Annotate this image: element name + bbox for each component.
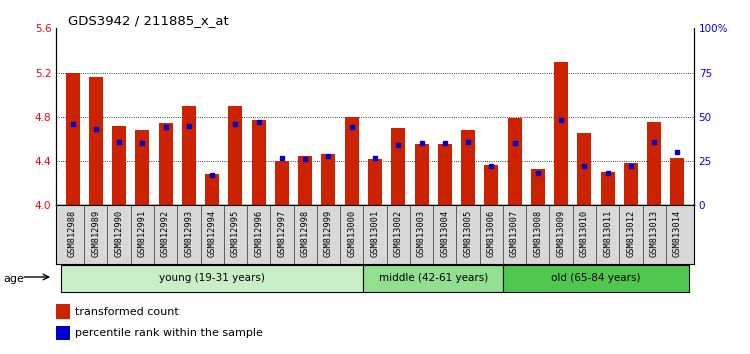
Bar (88, 77, 103, 205)
Text: GSM813004: GSM813004 (440, 210, 449, 257)
Bar (647, 122, 662, 205)
Bar (368, 159, 382, 205)
Bar (275, 161, 289, 205)
Bar (112, 126, 126, 205)
Text: GSM812991: GSM812991 (138, 210, 147, 257)
Text: GSM813011: GSM813011 (603, 210, 612, 257)
Bar (415, 144, 428, 205)
Text: age: age (4, 274, 25, 284)
Text: GSM813000: GSM813000 (347, 210, 356, 257)
Text: percentile rank within the sample: percentile rank within the sample (75, 328, 262, 338)
Text: GSM812996: GSM812996 (254, 210, 263, 257)
Bar (554, 62, 568, 205)
Bar (484, 165, 498, 205)
Text: GSM812989: GSM812989 (92, 210, 100, 257)
Bar (252, 120, 266, 205)
Text: GSM813001: GSM813001 (370, 210, 380, 257)
Bar (601, 172, 615, 205)
Text: GSM813005: GSM813005 (464, 210, 472, 257)
Text: GSM812997: GSM812997 (278, 210, 286, 257)
Text: GSM813009: GSM813009 (556, 210, 566, 257)
Text: GSM813007: GSM813007 (510, 210, 519, 257)
Text: GSM813012: GSM813012 (626, 210, 635, 257)
Text: middle (42-61 years): middle (42-61 years) (379, 273, 488, 283)
Text: transformed count: transformed count (75, 307, 178, 316)
FancyBboxPatch shape (61, 265, 363, 292)
Text: GSM812992: GSM812992 (161, 210, 170, 257)
Bar (670, 158, 685, 205)
Bar (135, 130, 149, 205)
Bar (392, 128, 405, 205)
Bar (65, 73, 80, 205)
Text: GSM812993: GSM812993 (184, 210, 194, 257)
Text: GSM813013: GSM813013 (650, 210, 658, 257)
Bar (229, 106, 242, 205)
Text: GSM813010: GSM813010 (580, 210, 589, 257)
Text: old (65-84 years): old (65-84 years) (551, 273, 640, 283)
Text: GSM813008: GSM813008 (533, 210, 542, 257)
Bar (438, 144, 452, 205)
Bar (298, 155, 312, 205)
Text: GSM812999: GSM812999 (324, 210, 333, 257)
Text: GSM813003: GSM813003 (417, 210, 426, 257)
Text: GSM812994: GSM812994 (208, 210, 217, 257)
Bar (345, 117, 358, 205)
Bar (531, 169, 544, 205)
Text: GSM813002: GSM813002 (394, 210, 403, 257)
Text: GDS3942 / 211885_x_at: GDS3942 / 211885_x_at (68, 14, 228, 27)
Text: GSM812995: GSM812995 (231, 210, 240, 257)
FancyBboxPatch shape (363, 265, 503, 292)
Text: young (19-31 years): young (19-31 years) (159, 273, 265, 283)
Bar (182, 106, 196, 205)
Text: GSM812990: GSM812990 (115, 210, 124, 257)
Text: GSM812988: GSM812988 (68, 210, 77, 257)
Bar (158, 124, 172, 205)
Bar (322, 154, 335, 205)
Bar (461, 130, 475, 205)
Bar (508, 118, 521, 205)
Text: GSM813014: GSM813014 (673, 210, 682, 257)
Text: GSM812998: GSM812998 (301, 210, 310, 257)
FancyBboxPatch shape (503, 265, 689, 292)
Text: GSM813006: GSM813006 (487, 210, 496, 257)
Bar (624, 163, 638, 205)
Bar (578, 133, 592, 205)
Bar (206, 174, 219, 205)
